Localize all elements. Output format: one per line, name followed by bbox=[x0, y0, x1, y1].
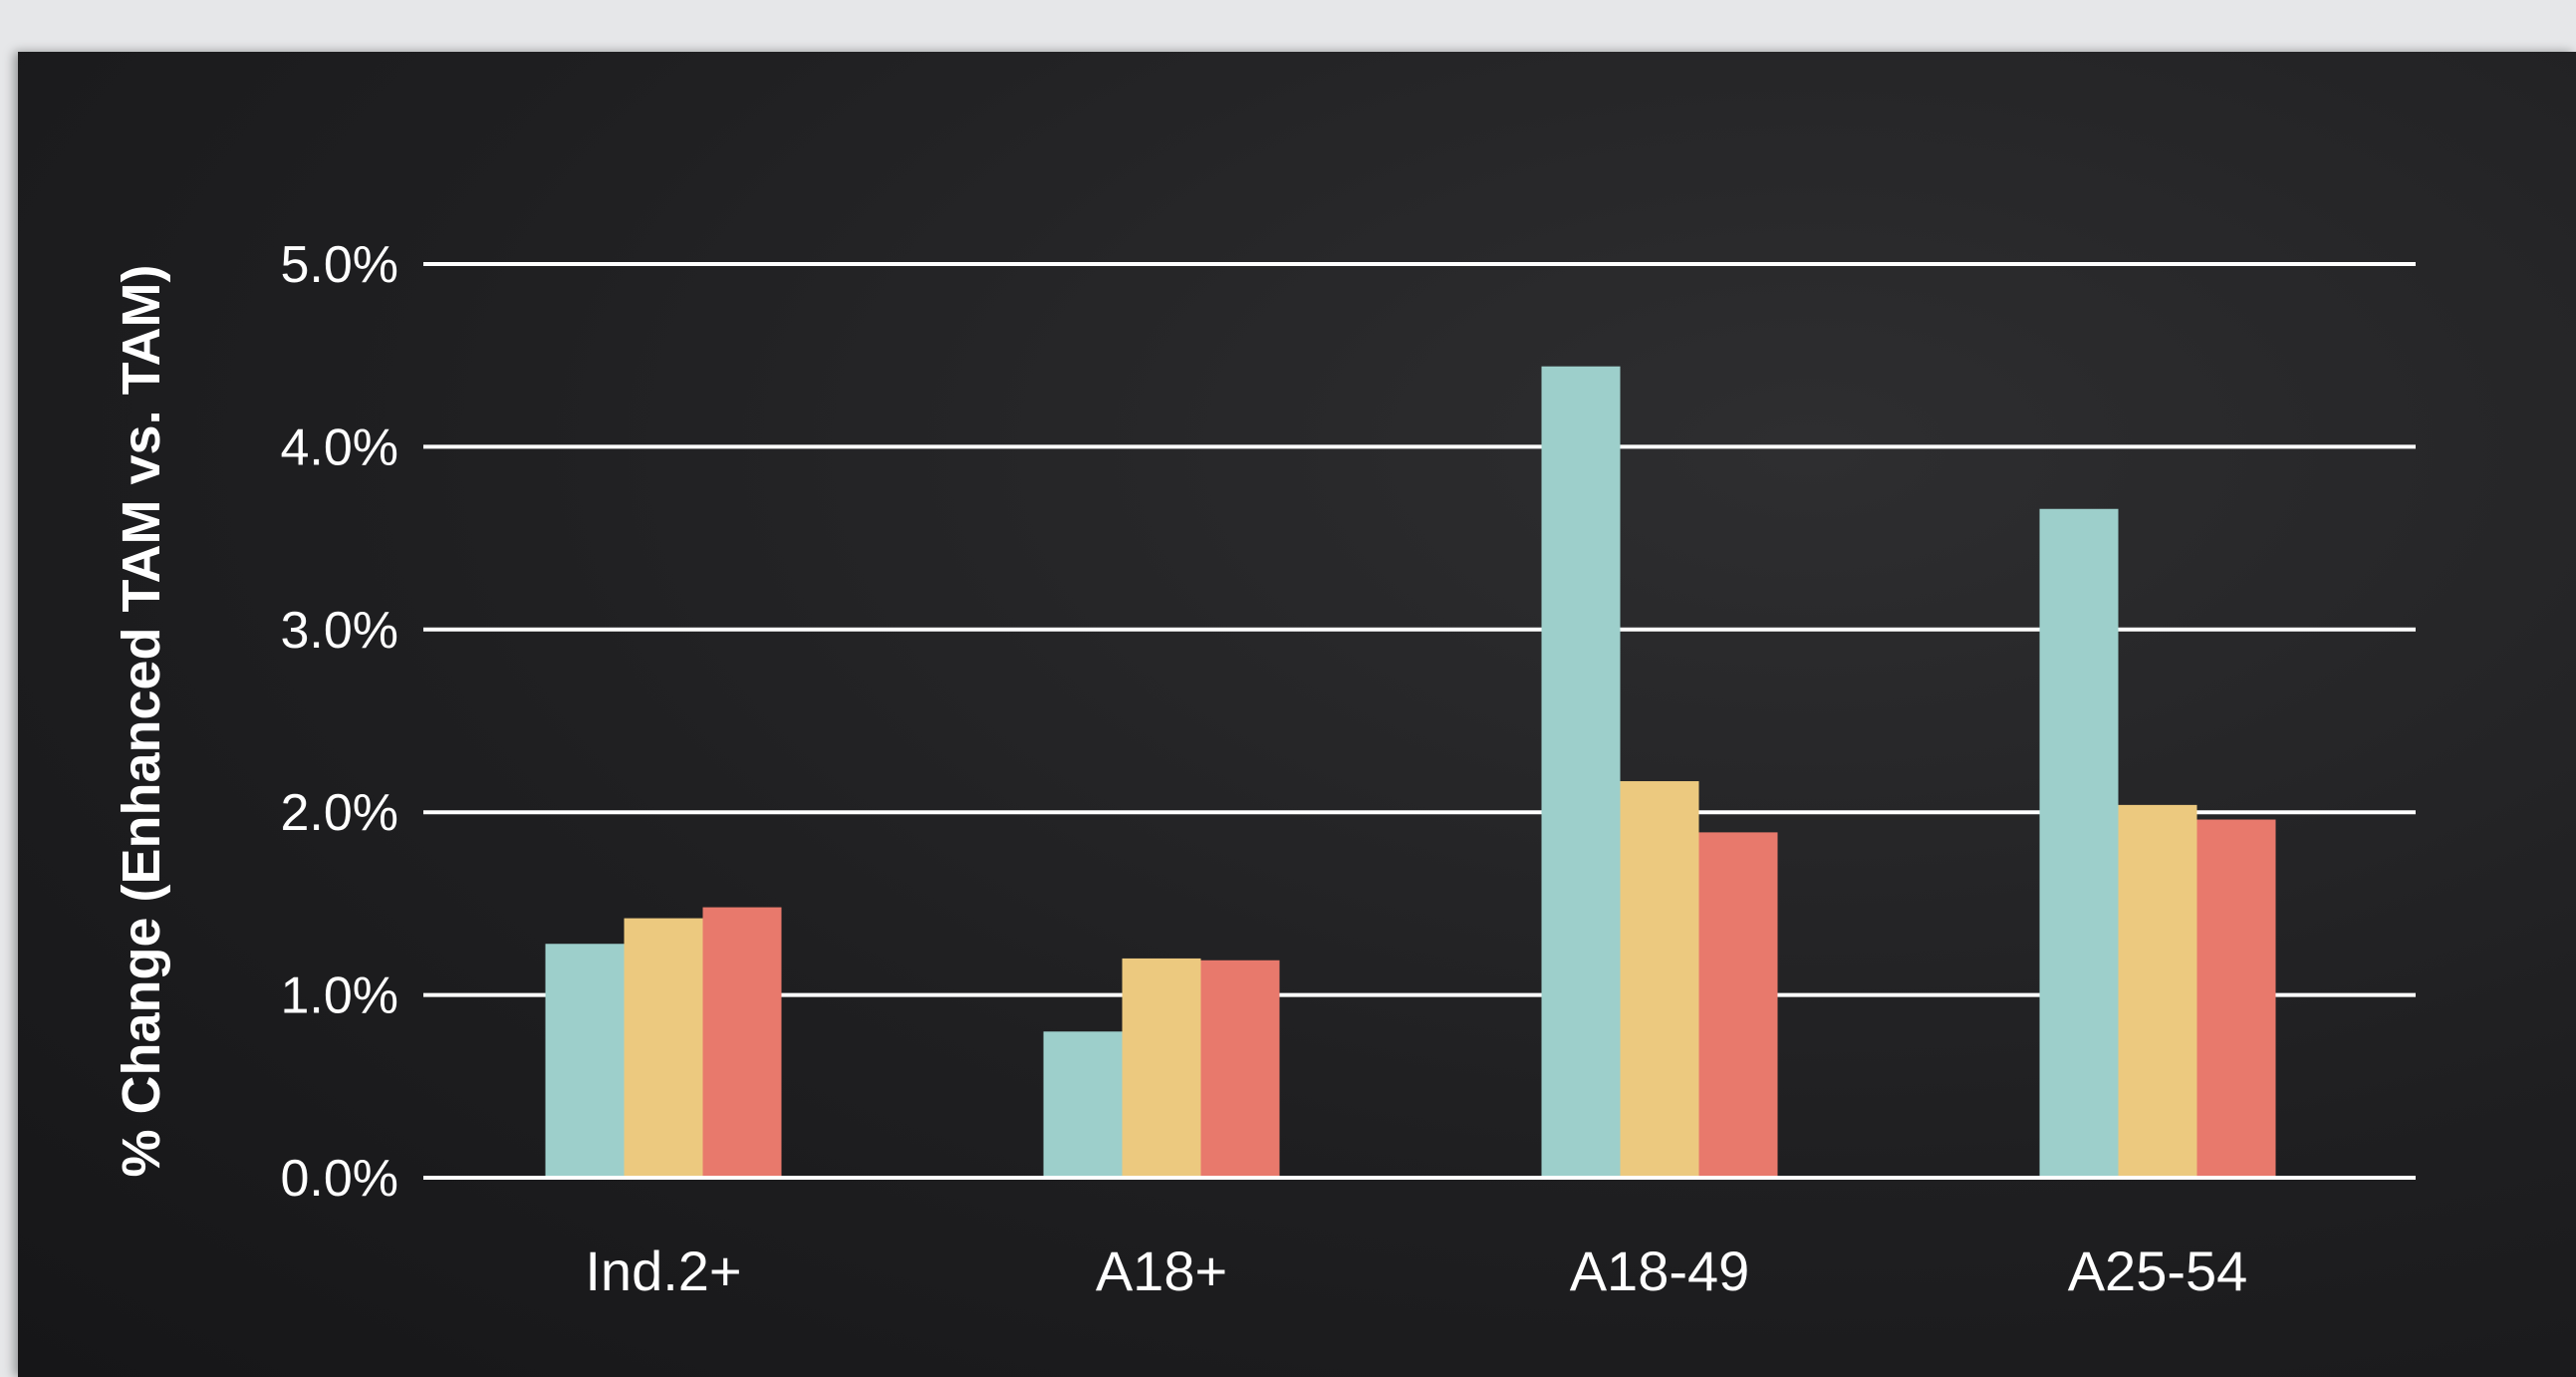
y-tick-label: 0.0% bbox=[280, 1150, 398, 1208]
y-tick-label: 1.0% bbox=[280, 967, 398, 1025]
category-label: A25-54 bbox=[2068, 1239, 2248, 1302]
category-label: A18-49 bbox=[1570, 1239, 1750, 1302]
bar bbox=[545, 944, 625, 1178]
bar bbox=[1122, 958, 1201, 1178]
bar bbox=[1043, 1031, 1123, 1178]
bar bbox=[1541, 366, 1621, 1179]
y-axis-label: % Change (Enhanced TAM vs. TAM) bbox=[112, 264, 171, 1177]
bar bbox=[2118, 804, 2197, 1178]
y-tick-labels: 0.0% 1.0% 2.0% 3.0% 4.0% 5.0% bbox=[280, 236, 398, 1208]
category-label: Ind.2+ bbox=[585, 1239, 741, 1302]
category-label: A18+ bbox=[1096, 1239, 1227, 1302]
bar bbox=[1698, 832, 1778, 1178]
bar bbox=[1620, 781, 1699, 1178]
bar bbox=[624, 918, 703, 1178]
y-tick-label: 2.0% bbox=[280, 784, 398, 842]
y-tick-label: 4.0% bbox=[280, 418, 398, 476]
bars bbox=[423, 366, 2416, 1180]
y-tick-label: 5.0% bbox=[280, 236, 398, 294]
bar bbox=[2039, 508, 2119, 1179]
y-tick-label: 3.0% bbox=[280, 602, 398, 660]
category-labels: Ind.2+ A18+ A18-49 A25-54 bbox=[585, 1239, 2247, 1302]
bar bbox=[702, 907, 782, 1178]
bar bbox=[1200, 960, 1280, 1178]
bar bbox=[2196, 819, 2276, 1178]
